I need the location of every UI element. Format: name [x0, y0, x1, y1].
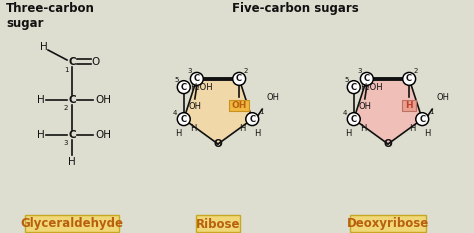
Text: H: H [68, 157, 76, 167]
FancyBboxPatch shape [350, 215, 426, 232]
Text: 1: 1 [259, 109, 264, 115]
Text: Five-carbon sugars: Five-carbon sugars [232, 2, 358, 15]
Text: C: C [68, 95, 76, 105]
Circle shape [362, 74, 372, 84]
Text: C: C [236, 74, 242, 83]
Polygon shape [184, 79, 252, 144]
Text: H: H [239, 124, 246, 133]
Text: 4: 4 [343, 110, 347, 116]
Circle shape [191, 72, 203, 85]
FancyBboxPatch shape [402, 100, 416, 111]
Text: O: O [92, 57, 100, 67]
Circle shape [416, 113, 429, 126]
Text: 1: 1 [64, 67, 68, 73]
Text: H₂OH: H₂OH [190, 83, 212, 92]
Circle shape [402, 72, 416, 85]
Text: Deoxyribose: Deoxyribose [347, 217, 429, 230]
Text: H: H [175, 129, 182, 138]
Circle shape [179, 82, 189, 92]
Text: 4: 4 [173, 110, 177, 116]
Text: C: C [249, 115, 255, 124]
Circle shape [233, 72, 246, 85]
Text: C: C [68, 130, 76, 140]
FancyBboxPatch shape [229, 100, 249, 111]
Text: 1: 1 [429, 109, 434, 115]
Text: Three-carbon
sugar: Three-carbon sugar [6, 2, 95, 30]
Text: OH: OH [266, 93, 279, 102]
Circle shape [177, 81, 190, 94]
Text: O: O [383, 139, 392, 149]
Text: C: C [181, 115, 187, 124]
Text: OH: OH [95, 95, 111, 105]
Text: O: O [214, 139, 222, 149]
Text: C: C [351, 83, 357, 92]
Text: C: C [351, 115, 357, 124]
Text: 5: 5 [174, 77, 179, 83]
Text: C: C [364, 74, 370, 83]
Text: H: H [40, 42, 48, 52]
Polygon shape [354, 79, 422, 144]
Text: H: H [346, 129, 352, 138]
Circle shape [404, 74, 414, 84]
FancyBboxPatch shape [196, 215, 240, 232]
Circle shape [192, 74, 202, 84]
Text: Glyceraldehyde: Glyceraldehyde [20, 217, 124, 230]
Circle shape [349, 114, 359, 124]
Circle shape [347, 81, 360, 94]
Text: 2: 2 [244, 68, 248, 74]
Text: H: H [191, 124, 197, 133]
Text: 3: 3 [357, 68, 362, 74]
Text: OH: OH [231, 101, 247, 110]
Circle shape [349, 82, 359, 92]
Text: OH: OH [188, 102, 201, 111]
Text: H: H [424, 129, 430, 138]
Text: H: H [405, 101, 413, 110]
Text: C: C [406, 74, 412, 83]
Text: C: C [419, 115, 425, 124]
Text: H: H [361, 124, 367, 133]
Circle shape [347, 113, 360, 126]
Circle shape [246, 113, 259, 126]
Text: 3: 3 [64, 140, 68, 146]
Text: OH: OH [436, 93, 449, 102]
Text: 3: 3 [188, 68, 192, 74]
Text: C: C [194, 74, 200, 83]
Text: H: H [409, 124, 415, 133]
Circle shape [179, 114, 189, 124]
Circle shape [360, 72, 374, 85]
Circle shape [177, 113, 190, 126]
Text: H: H [254, 129, 260, 138]
Circle shape [417, 114, 427, 124]
FancyBboxPatch shape [25, 215, 118, 232]
Text: 2: 2 [64, 105, 68, 111]
Text: OH: OH [358, 102, 371, 111]
Text: 5: 5 [345, 77, 349, 83]
Circle shape [234, 74, 244, 84]
Text: H: H [37, 130, 45, 140]
Text: H: H [37, 95, 45, 105]
Text: C: C [68, 57, 76, 67]
Text: H₂OH: H₂OH [360, 83, 383, 92]
Text: 2: 2 [414, 68, 419, 74]
Circle shape [247, 114, 257, 124]
Text: OH: OH [95, 130, 111, 140]
Text: Ribose: Ribose [196, 217, 240, 230]
Text: C: C [181, 83, 187, 92]
